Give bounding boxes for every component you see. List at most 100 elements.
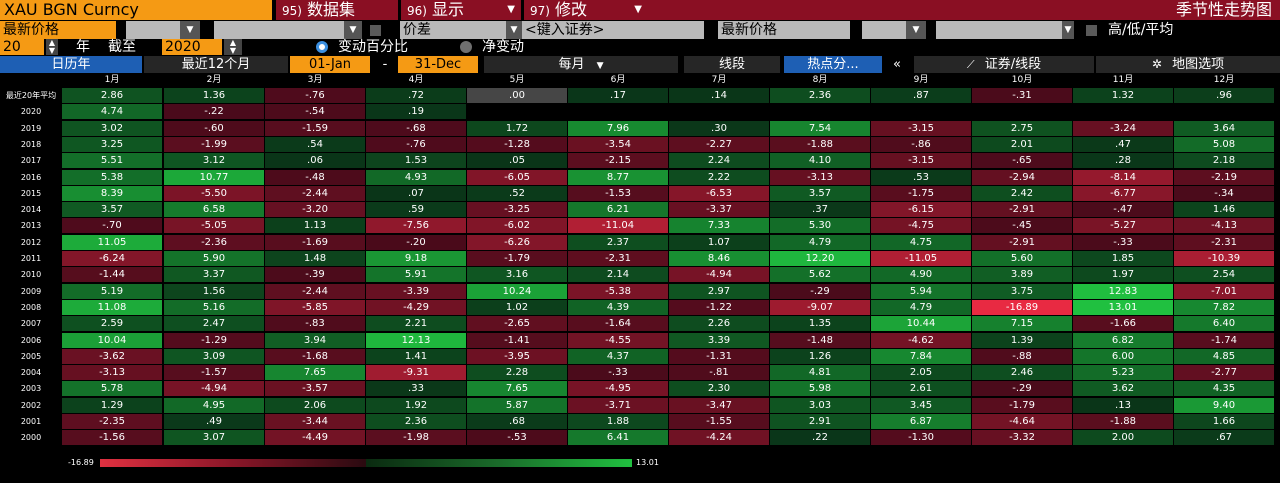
heatmap-cell[interactable]: -4.24 (669, 430, 769, 445)
heatmap-cell[interactable]: 4.79 (770, 235, 870, 250)
heatmap-cell[interactable]: -2.65 (467, 316, 567, 331)
chevron-down-icon[interactable]: ▼ (506, 21, 522, 39)
heatmap-cell[interactable]: -.39 (265, 267, 365, 282)
heatmap-cell[interactable]: -3.47 (669, 398, 769, 413)
security-input[interactable]: <键入证券> (522, 21, 704, 39)
heatmap-cell[interactable]: -11.04 (568, 218, 668, 233)
heatmap-cell[interactable]: .07 (366, 186, 466, 201)
heatmap-cell[interactable]: 1.46 (1174, 202, 1274, 217)
heatmap-cell[interactable]: 9.18 (366, 251, 466, 266)
heatmap-cell[interactable]: 11.08 (62, 300, 162, 315)
heatmap-cell[interactable]: -.83 (265, 316, 365, 331)
heatmap-cell[interactable]: -1.66 (1073, 316, 1173, 331)
heatmap-cell[interactable]: -4.94 (164, 381, 264, 396)
heatmap-cell[interactable]: 5.60 (972, 251, 1072, 266)
heatmap-cell[interactable]: -4.75 (871, 218, 971, 233)
heatmap-cell[interactable]: -4.95 (568, 381, 668, 396)
pct-change-radio[interactable] (316, 41, 328, 53)
calendar-year-button[interactable]: 日历年 (0, 56, 142, 73)
heatmap-cell[interactable]: -3.15 (871, 121, 971, 136)
heatmap-cell[interactable]: 7.65 (467, 381, 567, 396)
price-field-1-extra[interactable] (214, 21, 344, 39)
heatmap-cell[interactable]: 2.97 (669, 284, 769, 299)
heatmap-cell[interactable]: -6.24 (62, 251, 162, 266)
heatmap-cell[interactable]: -6.26 (467, 235, 567, 250)
net-change-radio[interactable] (460, 41, 472, 53)
heatmap-cell[interactable]: -4.64 (972, 414, 1072, 429)
heatmap-cell[interactable]: 7.33 (669, 218, 769, 233)
heatmap-cell[interactable]: 2.54 (1174, 267, 1274, 282)
heatmap-cell[interactable]: -.68 (366, 121, 466, 136)
heatmap-cell[interactable]: -.34 (1174, 186, 1274, 201)
heatmap-cell[interactable]: 7.15 (972, 316, 1072, 331)
chevron-down-icon[interactable]: ▼ (344, 21, 362, 39)
heatmap-cell[interactable]: 3.64 (1174, 121, 1274, 136)
heatmap-cell[interactable]: .33 (366, 381, 466, 396)
heatmap-cell[interactable]: -.45 (972, 218, 1072, 233)
heatmap-cell[interactable]: -.22 (164, 104, 264, 119)
heatmap-cell[interactable]: 2.06 (265, 398, 365, 413)
heatmap-cell[interactable]: 2.22 (669, 170, 769, 185)
heatmap-cell[interactable]: 2.05 (871, 365, 971, 380)
heatmap-cell[interactable]: 1.56 (164, 284, 264, 299)
heatmap-cell[interactable]: 2.18 (1174, 153, 1274, 168)
heatmap-cell[interactable]: -1.53 (568, 186, 668, 201)
heatmap-cell[interactable]: 1.92 (366, 398, 466, 413)
heatmap-cell[interactable]: .53 (871, 170, 971, 185)
heatmap-cell[interactable]: 10.24 (467, 284, 567, 299)
heatmap-cell[interactable]: .47 (1073, 137, 1173, 152)
heatmap-cell[interactable]: -2.35 (62, 414, 162, 429)
heatmap-cell[interactable]: -1.98 (366, 430, 466, 445)
heatmap-cell[interactable]: -2.19 (1174, 170, 1274, 185)
hotspot-button[interactable]: 热点分... (784, 56, 882, 73)
heatmap-cell[interactable]: 2.01 (972, 137, 1072, 152)
heatmap-cell[interactable]: -16.89 (972, 300, 1072, 315)
heatmap-cell[interactable]: -1.48 (770, 333, 870, 348)
heatmap-cell[interactable]: 8.46 (669, 251, 769, 266)
heatmap-cell[interactable]: -.29 (972, 381, 1072, 396)
heatmap-cell[interactable]: -1.29 (164, 333, 264, 348)
spread-field[interactable]: 价差 (400, 21, 506, 39)
heatmap-cell[interactable]: -.29 (770, 284, 870, 299)
heatmap-cell[interactable]: -1.57 (164, 365, 264, 380)
heatmap-cell[interactable]: -.33 (1073, 235, 1173, 250)
heatmap-cell[interactable]: 5.30 (770, 218, 870, 233)
heatmap-cell[interactable]: -3.62 (62, 349, 162, 364)
heatmap-cell[interactable]: -4.29 (366, 300, 466, 315)
heatmap-cell[interactable]: .96 (1174, 88, 1274, 103)
heatmap-cell[interactable]: 6.40 (1174, 316, 1274, 331)
heatmap-cell[interactable]: -2.44 (265, 284, 365, 299)
heatmap-cell[interactable]: 3.03 (770, 398, 870, 413)
heatmap-cell[interactable]: -1.28 (467, 137, 567, 152)
heatmap-cell[interactable]: 2.26 (669, 316, 769, 331)
heatmap-cell[interactable]: 1.29 (62, 398, 162, 413)
heatmap-cell[interactable]: -2.31 (1174, 235, 1274, 250)
heatmap-cell[interactable]: -.31 (972, 88, 1072, 103)
heatmap-cell[interactable]: -.54 (265, 104, 365, 119)
heatmap-cell[interactable]: 4.10 (770, 153, 870, 168)
heatmap-cell[interactable]: .19 (366, 104, 466, 119)
menu-modify[interactable]: 97) 修改 ▼ (524, 0, 648, 20)
heatmap-cell[interactable]: -1.88 (770, 137, 870, 152)
line-segment-button[interactable]: 线段 (684, 56, 780, 73)
heatmap-cell[interactable]: .17 (568, 88, 668, 103)
end-year-stepper[interactable]: ▲ ▼ (224, 39, 242, 55)
heatmap-cell[interactable]: -.53 (467, 430, 567, 445)
heatmap-cell[interactable]: -11.05 (871, 251, 971, 266)
heatmap-cell[interactable]: -5.38 (568, 284, 668, 299)
heatmap-cell[interactable]: -.70 (62, 218, 162, 233)
heatmap-cell[interactable]: 11.05 (62, 235, 162, 250)
heatmap-cell[interactable]: -1.79 (467, 251, 567, 266)
heatmap-cell[interactable]: 2.21 (366, 316, 466, 331)
price-field-2-extra[interactable] (936, 21, 1062, 39)
heatmap-cell[interactable]: 4.90 (871, 267, 971, 282)
heatmap-cell[interactable]: 1.41 (366, 349, 466, 364)
heatmap-cell[interactable]: -3.24 (1073, 121, 1173, 136)
heatmap-cell[interactable]: -1.75 (871, 186, 971, 201)
heatmap-cell[interactable]: -1.68 (265, 349, 365, 364)
chevron-down-icon[interactable]: ▼ (1062, 21, 1074, 39)
heatmap-cell[interactable]: -6.53 (669, 186, 769, 201)
heatmap-cell[interactable]: -3.54 (568, 137, 668, 152)
heatmap-cell[interactable]: 1.32 (1073, 88, 1173, 103)
years-stepper[interactable]: ▲ ▼ (46, 39, 58, 55)
